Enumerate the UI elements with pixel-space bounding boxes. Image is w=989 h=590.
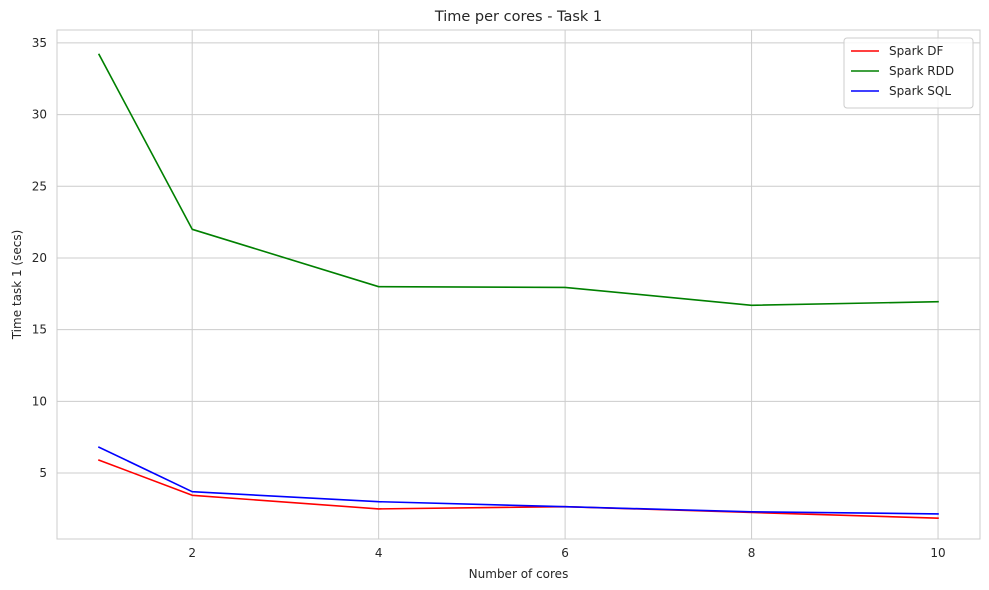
- y-axis-label: Time task 1 (secs): [10, 230, 24, 341]
- plot-background: [57, 30, 980, 539]
- plot-frame: [56, 29, 981, 540]
- legend-entry: Spark DF: [889, 44, 944, 58]
- x-tick-label: 6: [561, 546, 569, 560]
- grid-lines: [57, 30, 980, 539]
- y-tick-label: 15: [32, 323, 47, 337]
- y-tick-label: 30: [32, 108, 47, 122]
- series-line-spark-rdd: [97, 53, 939, 307]
- chart-title: Time per cores - Task 1: [434, 9, 602, 25]
- y-tick-label: 35: [32, 36, 47, 50]
- legend: Spark DF Spark RDD Spark SQL: [843, 37, 974, 109]
- y-tick-label: 5: [39, 466, 47, 480]
- y-tick-label: 25: [32, 179, 47, 193]
- x-tick-label: 4: [375, 546, 383, 560]
- x-tick-label: 10: [930, 546, 945, 560]
- y-tick-label: 10: [32, 394, 47, 408]
- x-axis-label: Number of cores: [469, 567, 569, 581]
- series-line-spark-df: [97, 459, 939, 520]
- legend-entry: Spark RDD: [889, 64, 954, 78]
- series-line-spark-sql: [97, 446, 939, 515]
- x-tick-labels: 2 4 6 8 10: [188, 546, 945, 560]
- y-tick-labels: 5 10 15 20 25 30 35: [32, 36, 47, 480]
- series-lines: [97, 53, 939, 520]
- legend-entry: Spark SQL: [889, 84, 951, 98]
- x-tick-label: 2: [188, 546, 196, 560]
- y-tick-label: 20: [32, 251, 47, 265]
- x-tick-label: 8: [748, 546, 756, 560]
